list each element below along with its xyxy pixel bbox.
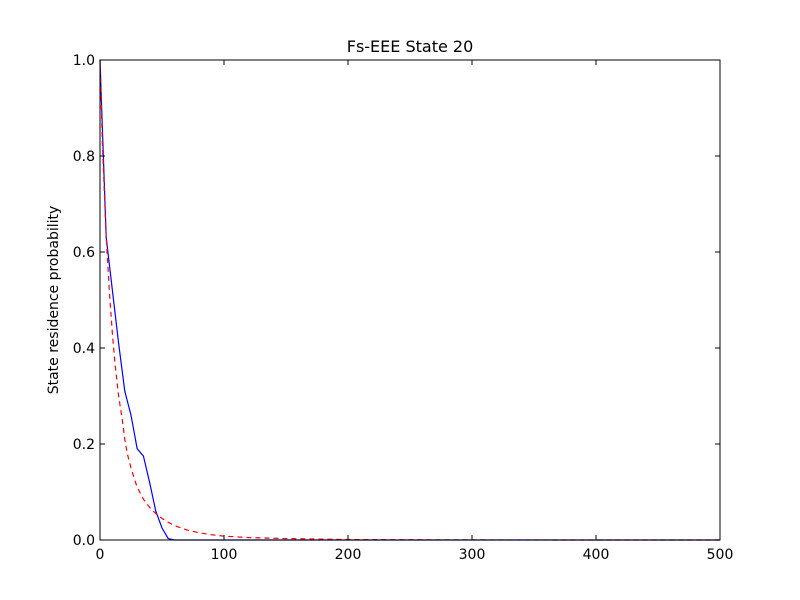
x-tick-label: 500 [707,547,734,563]
y-tick-label: 0.2 [73,437,95,453]
series-layer [99,59,720,541]
series-line-fit [99,59,720,541]
y-tick-label: 0.4 [73,341,95,357]
tick-layer: 0 100 200 300 400 500 0.0 0.2 0.4 0.6 0.8 1.0 [73,53,734,563]
x-tick-label: 300 [459,547,486,563]
y-tick-label: 1.0 [73,53,95,69]
y-axis-label: State residence probability [46,206,62,395]
y-tick-label: 0.0 [73,533,95,549]
x-tick-label: 100 [211,547,238,563]
x-tick-label: 0 [96,547,105,563]
y-tick-label: 0.8 [73,149,95,165]
plot-frame [99,59,721,541]
x-tick-label: 400 [583,547,610,563]
chart-title: Fs-EEE State 20 [347,37,474,56]
x-tick-label: 200 [335,547,362,563]
y-tick-label: 0.6 [73,245,95,261]
series-line-observed [99,59,720,541]
